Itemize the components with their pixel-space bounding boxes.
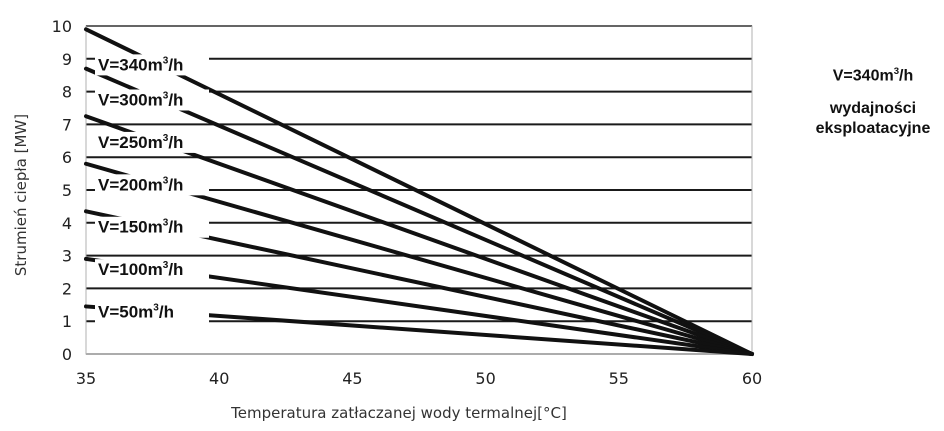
y-tick-2: 2 [62, 279, 72, 298]
annotation-flow: V=340m3/h [802, 66, 944, 85]
series-label-2: V=250m3/h [98, 133, 183, 152]
series-line-3 [84, 161, 754, 356]
series-label-bg-4 [95, 216, 209, 238]
y-tick-4: 4 [62, 214, 72, 233]
plot-frame [85, 25, 753, 355]
x-tick-60: 60 [742, 369, 762, 388]
y-tick-1: 1 [62, 312, 72, 331]
x-tick-45: 45 [342, 369, 362, 388]
series-label-bg-1 [95, 89, 209, 111]
series-labels: V=340m3/h V=300m3/h V=250m3/h V=200m3/h V=15… [95, 54, 209, 323]
y-tick-7: 7 [62, 115, 72, 134]
y-tick-5: 5 [62, 181, 72, 200]
series-label-bg-5 [95, 259, 209, 281]
x-axis-title: Temperatura zatłaczanej wody termalnej[°… [230, 404, 567, 422]
y-tick-0: 0 [62, 345, 72, 364]
x-tick-40: 40 [209, 369, 229, 388]
series-label-bg-0 [95, 54, 209, 76]
series-label-0: V=340m3/h [98, 55, 183, 74]
x-tick-35: 35 [76, 369, 96, 388]
side-annotation: V=340m3/h wydajności eksploatacyjne [802, 66, 944, 139]
series-label-3: V=200m3/h [98, 175, 183, 194]
annotation-line2: wydajności [829, 100, 917, 118]
x-tick-55: 55 [609, 369, 629, 388]
series-label-bg-3 [95, 174, 209, 196]
y-axis-ticks: 0 1 2 3 4 5 6 7 8 9 10 [52, 17, 72, 364]
y-tick-6: 6 [62, 148, 72, 167]
series-label-bg-2 [95, 131, 209, 153]
series-label-4: V=150m3/h [98, 218, 183, 237]
annotation-flow-sup: 3 [893, 66, 900, 77]
series-label-bg-6 [95, 301, 209, 323]
annotation-line3: eksploatacyjne [815, 120, 931, 138]
annotation-flow-tail: /h [899, 67, 914, 85]
series-line-0 [84, 27, 754, 356]
y-tick-8: 8 [62, 83, 72, 102]
series-label-1: V=300m3/h [98, 90, 183, 109]
x-tick-50: 50 [475, 369, 495, 388]
x-axis-ticks: 35 40 45 50 55 60 [76, 369, 762, 388]
y-tick-3: 3 [62, 247, 72, 266]
series-line-1 [84, 66, 754, 356]
series-line-2 [84, 114, 754, 356]
y-axis-title: Strumień ciepła [MW] [12, 114, 30, 276]
y-tick-9: 9 [62, 50, 72, 69]
annotation-flow-main: V=340m [832, 67, 894, 85]
series-label-6: V=50m3/h [98, 303, 174, 322]
series-label-5: V=100m3/h [98, 260, 183, 279]
y-tick-10: 10 [52, 17, 72, 36]
